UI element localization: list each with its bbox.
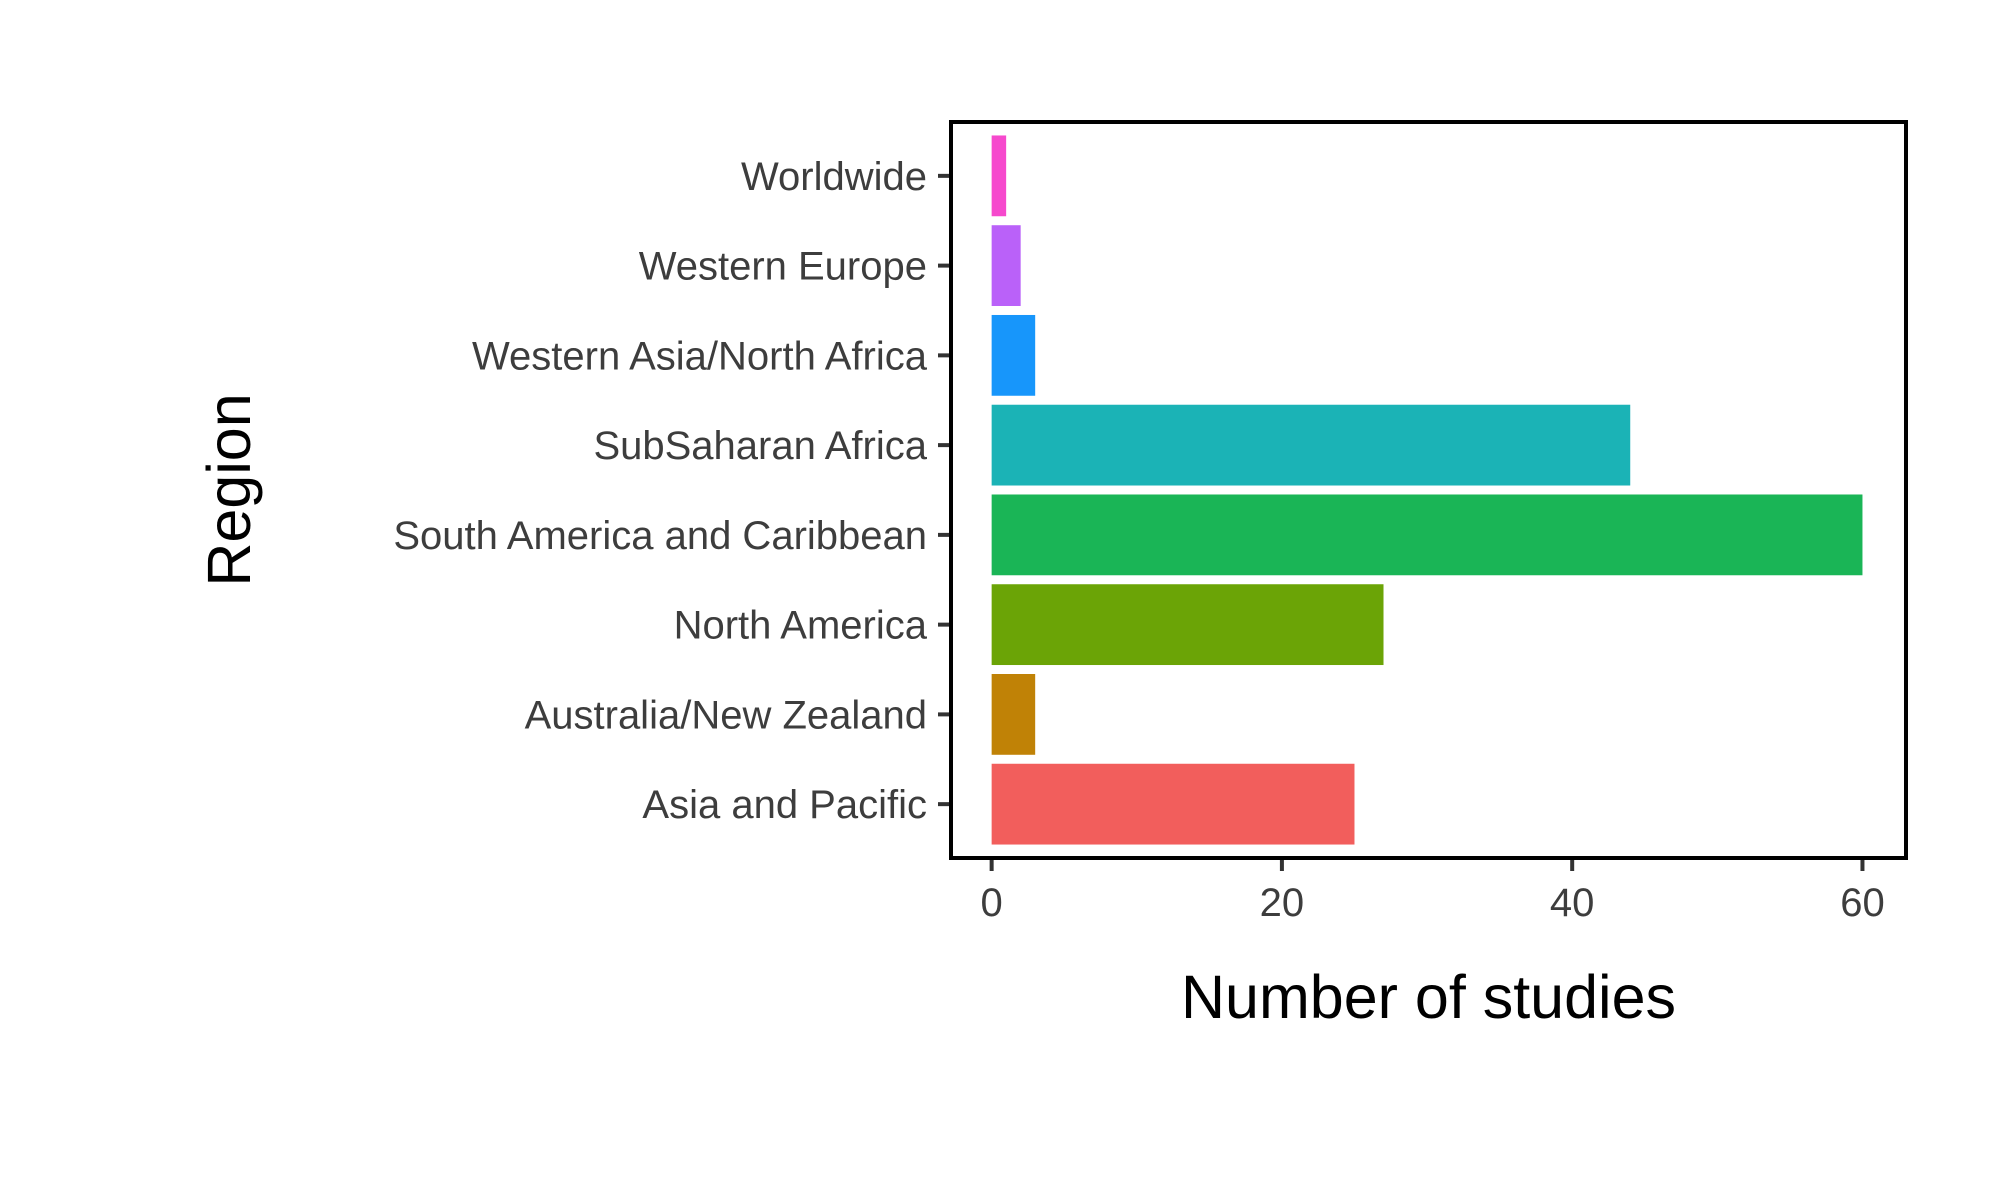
y-tick-label-north-america: North America bbox=[674, 604, 928, 648]
x-tick-label-60: 60 bbox=[1840, 881, 1885, 925]
y-tick-label-western-europe: Western Europe bbox=[639, 245, 927, 289]
y-axis: Asia and Pacific Australia/New Zealand Nor… bbox=[393, 155, 951, 827]
x-tick-label-20: 20 bbox=[1260, 881, 1305, 925]
bar-north-america bbox=[991, 584, 1384, 666]
plot-panel-border bbox=[949, 120, 1908, 860]
y-tick-label-western-asia-north-africa: Western Asia/North Africa bbox=[472, 334, 928, 378]
bar-subsaharan-africa bbox=[991, 404, 1631, 486]
bar-asia-and-pacific bbox=[991, 763, 1355, 845]
bars-group bbox=[991, 135, 1863, 845]
x-tick-label-0: 0 bbox=[981, 881, 1003, 925]
y-tick-label-worldwide: Worldwide bbox=[741, 155, 927, 199]
y-tick-label-asia-and-pacific: Asia and Pacific bbox=[642, 783, 927, 827]
bar-western-europe bbox=[991, 225, 1021, 306]
y-tick-label-south-america-and-caribbean: South America and Caribbean bbox=[393, 514, 927, 558]
bar-australia-new-zealand bbox=[991, 674, 1036, 755]
x-tick-label-40: 40 bbox=[1550, 881, 1595, 925]
x-axis-title: Number of studies bbox=[1181, 963, 1676, 1031]
y-tick-label-subsaharan-africa: SubSaharan Africa bbox=[593, 424, 927, 468]
y-axis-title: Region bbox=[195, 393, 263, 586]
bar-worldwide bbox=[991, 135, 1007, 217]
bar-south-america-and-caribbean bbox=[991, 494, 1863, 576]
x-axis: 0 20 40 60 bbox=[981, 858, 1885, 925]
bar-western-asia-north-africa bbox=[991, 314, 1036, 396]
y-tick-label-australia-new-zealand: Australia/New Zealand bbox=[525, 693, 927, 737]
